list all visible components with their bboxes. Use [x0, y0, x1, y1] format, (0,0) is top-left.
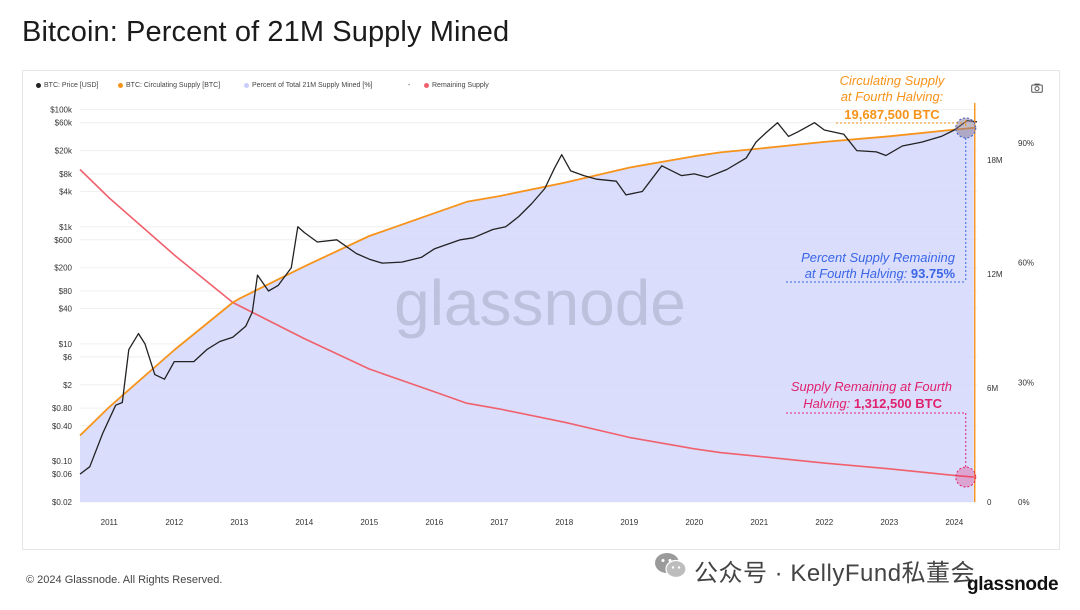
- legend-item-price[interactable]: BTC: Price [USD]: [36, 82, 98, 89]
- legend-label: BTC: Price [USD]: [44, 82, 99, 89]
- camera-icon[interactable]: [1031, 83, 1043, 93]
- brand-logo: glassnode: [967, 574, 1059, 595]
- chart-panel: [22, 70, 1060, 550]
- legend-dot-percent: [244, 82, 249, 88]
- legend-label: BTC: Circulating Supply [BTC]: [126, 82, 221, 89]
- legend-dot-remaining: [424, 82, 429, 88]
- legend-label: Remaining Supply: [432, 82, 489, 89]
- legend-dot-price: [36, 82, 41, 88]
- legend-item-percent[interactable]: Percent of Total 21M Supply Mined [%]: [244, 82, 373, 89]
- legend-dot-supply: [118, 82, 123, 88]
- copyright: © 2024 Glassnode. All Rights Reserved.: [26, 574, 223, 586]
- wechat-watermark: 公众号 · KellyFund私董会: [694, 560, 976, 587]
- legend-item-remaining[interactable]: Remaining Supply: [424, 82, 489, 89]
- page-title: Bitcoin: Percent of 21M Supply Mined: [22, 16, 510, 48]
- legend-item-supply[interactable]: BTC: Circulating Supply [BTC]: [118, 82, 220, 89]
- legend-item-separator: -: [408, 82, 410, 89]
- wechat-icon: [655, 553, 687, 579]
- legend-label: -: [408, 82, 411, 89]
- legend-label: Percent of Total 21M Supply Mined [%]: [252, 82, 373, 89]
